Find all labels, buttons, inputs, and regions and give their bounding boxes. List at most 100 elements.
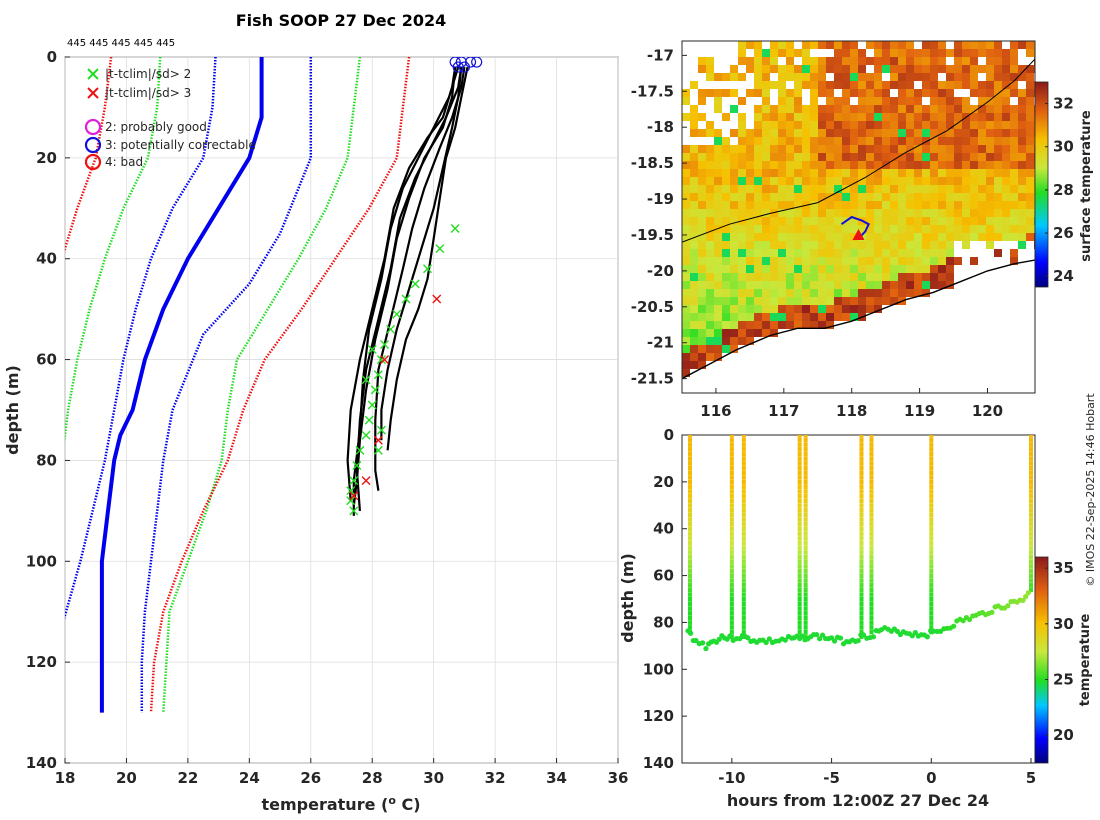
map-cell xyxy=(706,289,714,297)
map-cell xyxy=(930,57,938,65)
map-cell xyxy=(930,113,938,121)
section-y-tick-label: 120 xyxy=(643,707,674,725)
map-cell xyxy=(994,201,1002,209)
section-y-tick-label: 0 xyxy=(664,426,674,444)
map-cell xyxy=(754,329,762,337)
map-cell xyxy=(906,273,914,281)
flag-x-green xyxy=(367,400,377,410)
map-cell xyxy=(866,89,874,97)
cast-segment xyxy=(803,489,808,494)
map-cell xyxy=(706,241,714,249)
map-cell xyxy=(810,193,818,201)
map-cell xyxy=(682,249,690,257)
map-cell xyxy=(906,257,914,265)
map-cell xyxy=(962,233,970,241)
cast-segment xyxy=(729,531,734,536)
flag-x-green xyxy=(373,370,383,380)
cast-segment xyxy=(1029,568,1034,574)
map-cell xyxy=(754,265,762,273)
map-cell xyxy=(970,177,978,185)
map-cell xyxy=(930,129,938,137)
map-cell xyxy=(858,129,866,137)
map-cell xyxy=(890,241,898,249)
map-cell xyxy=(938,169,946,177)
cast-segment xyxy=(929,554,934,560)
map-cell xyxy=(866,41,874,49)
map-cell xyxy=(1010,73,1018,81)
map-cell xyxy=(866,209,874,217)
map-cell xyxy=(754,257,762,265)
cast-segment xyxy=(859,435,864,438)
map-cell xyxy=(1010,169,1018,177)
map-cell xyxy=(802,193,810,201)
map-cell xyxy=(794,177,802,185)
map-cell xyxy=(706,217,714,225)
map-cell xyxy=(714,217,722,225)
map-cell xyxy=(994,105,1002,113)
map-cell xyxy=(706,337,714,345)
map-cell xyxy=(730,185,738,193)
map-cell xyxy=(682,297,690,305)
map-cell xyxy=(1018,241,1026,249)
bottom-point xyxy=(693,637,699,644)
cast-segment xyxy=(729,489,734,494)
map-cell xyxy=(850,281,858,289)
map-cell xyxy=(898,65,906,73)
map-cell xyxy=(826,249,834,257)
map-cell xyxy=(946,145,954,153)
map-cell xyxy=(738,41,746,49)
map-cell xyxy=(778,241,786,249)
map-cell xyxy=(914,265,922,273)
map-cell xyxy=(874,193,882,201)
cast-segment xyxy=(687,470,692,475)
map-cell xyxy=(1002,89,1010,97)
map-cell xyxy=(810,225,818,233)
cast-segment xyxy=(803,451,808,457)
map-cell xyxy=(1018,129,1026,137)
bottom-point xyxy=(703,645,709,652)
map-cell xyxy=(938,41,946,49)
map-cell xyxy=(874,57,882,65)
cast-segment xyxy=(797,536,802,541)
map-cell xyxy=(770,41,778,49)
flag-x-green xyxy=(401,294,411,304)
map-cell xyxy=(930,169,938,177)
map-cell xyxy=(874,225,882,233)
map-cell xyxy=(682,345,690,353)
cast-segment xyxy=(797,573,802,579)
map-cell xyxy=(730,145,738,153)
map-cell xyxy=(962,193,970,201)
map-cell xyxy=(954,145,962,153)
map-cell xyxy=(922,249,930,257)
cast-segment xyxy=(859,564,864,569)
x-tick-label: 36 xyxy=(608,769,629,787)
map-cell xyxy=(730,345,738,353)
map-cell xyxy=(1002,129,1010,137)
cast-segment xyxy=(803,437,808,443)
map-cell xyxy=(970,201,978,209)
map-cell xyxy=(786,289,794,297)
cast-segment xyxy=(859,456,864,461)
map-cell xyxy=(874,257,882,265)
map-cell xyxy=(858,81,866,89)
map-cell xyxy=(946,193,954,201)
bottom-point xyxy=(1005,603,1011,609)
map-cell xyxy=(714,241,722,249)
map-cell xyxy=(778,233,786,241)
map-cell xyxy=(962,73,970,81)
map-cell xyxy=(698,57,706,65)
map-cell xyxy=(994,217,1002,225)
map-cell xyxy=(994,161,1002,169)
map-cell xyxy=(922,89,930,97)
map-cell xyxy=(818,161,826,169)
flag-x-green xyxy=(373,445,383,455)
map-cell xyxy=(770,121,778,129)
map-cell xyxy=(714,185,722,193)
map-colorbar-tick-label: 30 xyxy=(1053,138,1074,156)
map-cell xyxy=(706,353,714,361)
cast-segment xyxy=(803,620,808,625)
map-cell xyxy=(882,241,890,249)
map-cell xyxy=(770,297,778,305)
map-cell xyxy=(946,65,954,73)
map-cell xyxy=(898,265,906,273)
